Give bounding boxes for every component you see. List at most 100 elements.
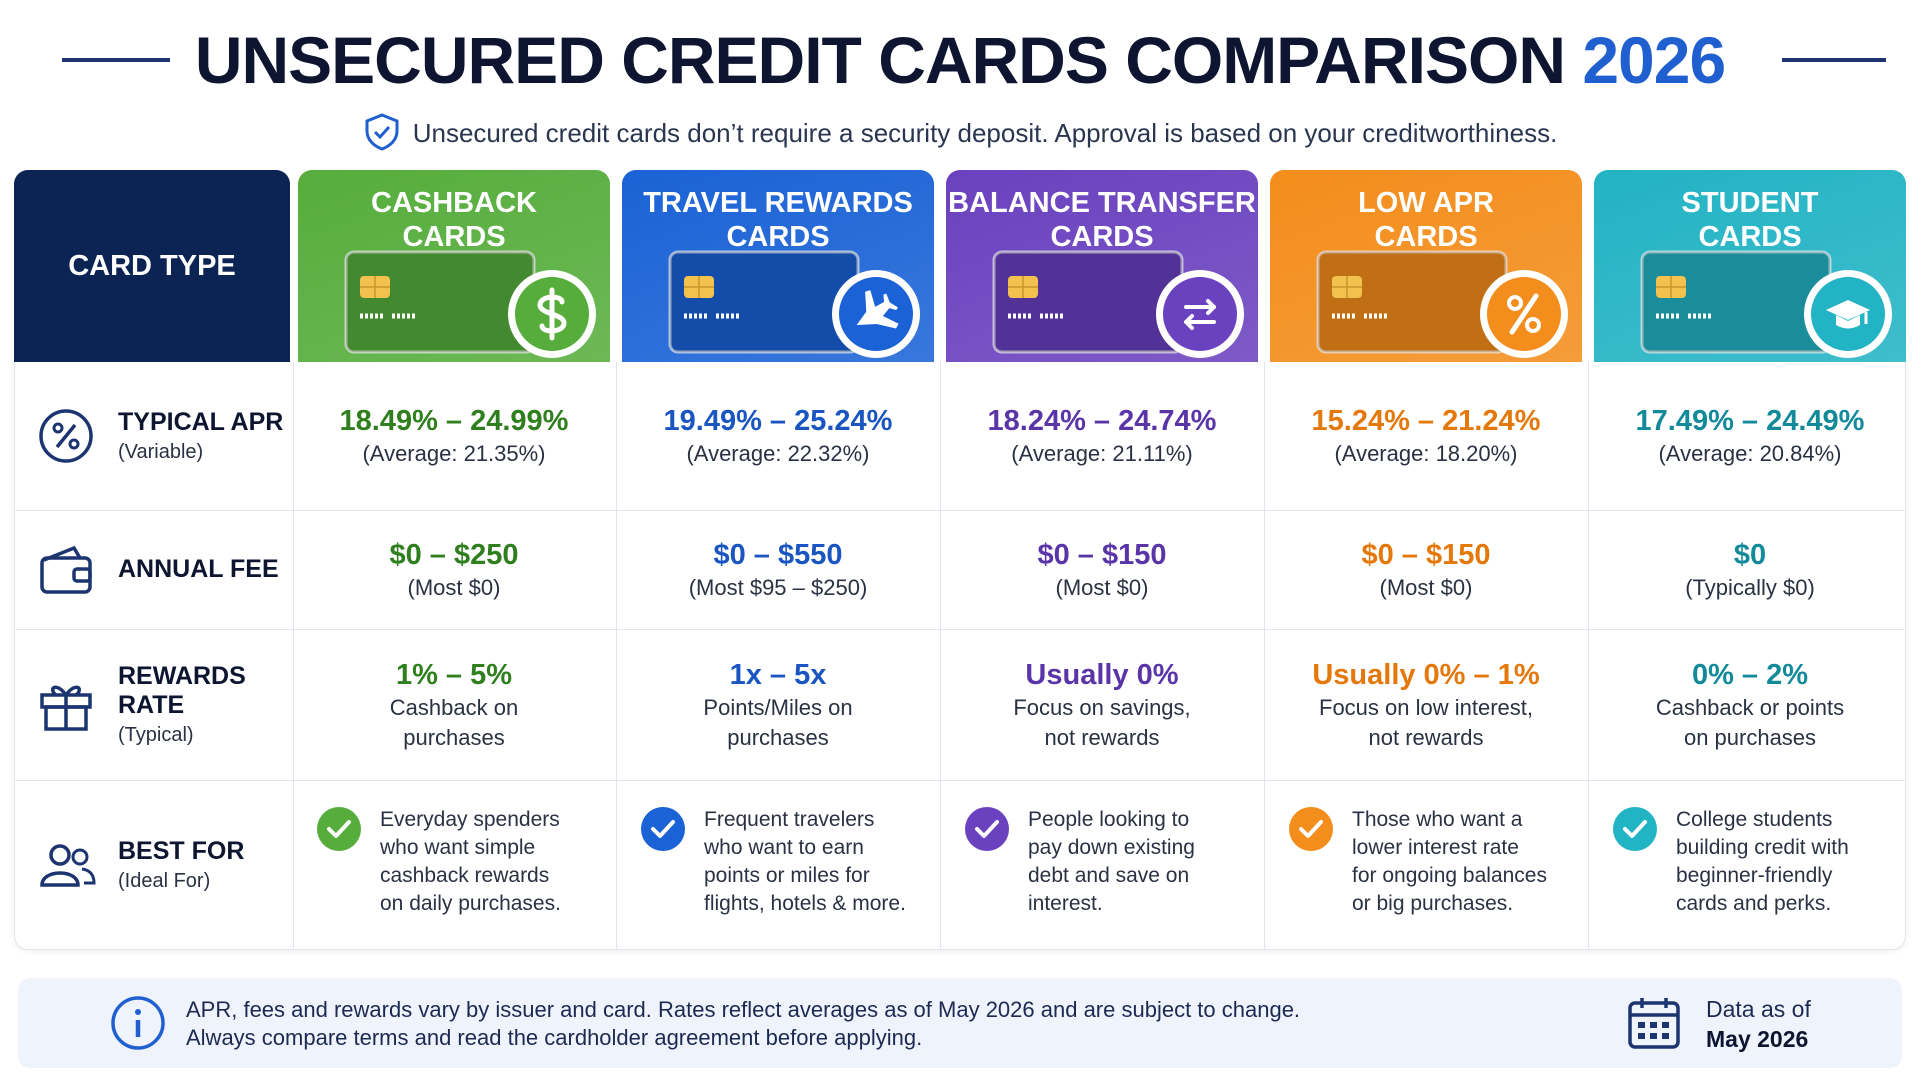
- best-for-line: building credit with: [1676, 836, 1849, 859]
- card-illustration: [344, 250, 596, 358]
- cell-sub: Cashback or points: [1655, 694, 1845, 720]
- cell-sub: (Average: 21.35%): [362, 441, 546, 466]
- row-label: REWARDS RATE: [118, 662, 246, 719]
- cell-sub: not rewards: [1044, 724, 1160, 750]
- best-for-text: Everyday spenders who want simple cashback…: [380, 806, 608, 918]
- row-icon: [40, 545, 92, 594]
- cell-sub: purchases: [727, 724, 829, 750]
- best-for-line: College students: [1676, 808, 1833, 831]
- row-sublabel: (Ideal For): [118, 870, 211, 892]
- col-divider: [1264, 362, 1265, 950]
- column-title: TRAVEL REWARDS: [643, 187, 913, 219]
- cell-sub: (Typically $0): [1685, 574, 1815, 600]
- best-for-line: interest.: [1028, 892, 1103, 915]
- column-header: TRAVEL REWARDS CARDS: [622, 170, 934, 362]
- cell: 19.49% – 25.24% (Average: 22.32%): [622, 362, 934, 510]
- cell-main: 18.49% – 24.99%: [339, 405, 569, 437]
- table-body: [14, 362, 1906, 950]
- calendar-icon: [1628, 998, 1680, 1049]
- cell-sub: purchases: [403, 724, 505, 750]
- row-divider: [14, 510, 1906, 511]
- card-illustration: [1640, 250, 1892, 358]
- cell: $0 – $150 (Most $0): [1270, 510, 1582, 629]
- cell-sub: Focus on low interest,: [1319, 694, 1533, 720]
- column-header: LOW APR CARDS: [1270, 170, 1582, 362]
- best-for-line: who want to earn: [704, 836, 864, 859]
- title: UNSECURED CREDIT CARDS COMPARISON 2026: [0, 22, 1920, 98]
- subtitle-row: Unsecured credit cards don’t require a s…: [0, 112, 1920, 152]
- footer-note-line: Always compare terms and read the cardho…: [186, 1025, 923, 1050]
- column-header: CASHBACK CARDS: [298, 170, 610, 362]
- row-label: ANNUAL FEE: [118, 555, 279, 583]
- best-for-line: debt and save on: [1028, 864, 1190, 887]
- cell-main: Usually 0%: [1025, 658, 1179, 691]
- check-icon: [965, 807, 1009, 851]
- row-label-block: REWARDS RATE (Typical): [118, 629, 288, 780]
- best-for-line: Everyday spenders: [380, 808, 560, 831]
- best-for-text: Those who want a lower interest rate for o…: [1352, 806, 1580, 918]
- row-label: BEST FOR: [118, 837, 245, 865]
- card-illustration: [1316, 250, 1568, 358]
- title-text: UNSECURED CREDIT CARDS COMPARISON: [194, 23, 1566, 97]
- cell: 1x – 5x Points/Miles on purchases: [622, 629, 934, 780]
- cell-main: $0 – $250: [389, 538, 519, 571]
- best-for-line: who want simple: [380, 836, 536, 859]
- cell: Usually 0% Focus on savings, not rewards: [946, 629, 1258, 780]
- title-rule: [62, 58, 170, 62]
- best-for-line: Those who want a: [1352, 808, 1523, 831]
- title-rule: [1782, 58, 1886, 62]
- row-divider: [14, 629, 1906, 630]
- row-label-block: ANNUAL FEE: [118, 510, 288, 629]
- cell-sub: (Average: 21.11%): [1011, 441, 1193, 466]
- title-year: 2026: [1582, 23, 1726, 97]
- cell: $0 – $250 (Most $0): [298, 510, 610, 629]
- footer-note: APR, fees and rewards vary by issuer and…: [186, 996, 1300, 1052]
- footer: APR, fees and rewards vary by issuer and…: [18, 978, 1902, 1068]
- col-divider: [293, 362, 294, 950]
- cell-sub: (Average: 18.20%): [1334, 441, 1518, 466]
- row-label-block: BEST FOR (Ideal For): [118, 780, 288, 950]
- footer-note-line: APR, fees and rewards vary by issuer and…: [186, 997, 1301, 1022]
- best-for-line: beginner-friendly: [1676, 864, 1833, 887]
- cell-main: $0: [1733, 538, 1767, 571]
- check-icon: [641, 807, 685, 851]
- cell: 18.24% – 24.74% (Average: 21.11%): [946, 362, 1258, 510]
- best-for-line: flights, hotels & more.: [704, 892, 906, 915]
- cell-main: 17.49% – 24.49%: [1635, 405, 1865, 437]
- cell-sub: not rewards: [1368, 724, 1484, 750]
- cell-main: $0 – $550: [713, 538, 843, 571]
- cell: $0 – $150 (Most $0): [946, 510, 1258, 629]
- best-for-line: on daily purchases.: [380, 892, 561, 915]
- check-icon: [1613, 807, 1657, 851]
- corner-cell: CARD TYPE: [14, 170, 290, 362]
- cell-sub: (Most $95 – $250): [688, 574, 868, 600]
- column-title: BALANCE TRANSFER: [948, 187, 1256, 219]
- cell: 18.49% – 24.99% (Average: 21.35%): [298, 362, 610, 510]
- column-header: STUDENT CARDS: [1594, 170, 1906, 362]
- subtitle: Unsecured credit cards don’t require a s…: [412, 118, 1558, 148]
- card-illustration: [668, 250, 920, 358]
- row-sublabel: (Variable): [118, 441, 204, 463]
- cell-main: 15.24% – 21.24%: [1311, 405, 1541, 437]
- column-title: STUDENT: [1681, 187, 1819, 219]
- best-for-line: cards and perks.: [1676, 892, 1832, 915]
- best-for-line: for ongoing balances: [1352, 864, 1547, 887]
- check-icon: [317, 807, 361, 851]
- best-for-text: People looking to pay down existing debt a…: [1028, 806, 1256, 918]
- cell: 15.24% – 21.24% (Average: 18.20%): [1270, 362, 1582, 510]
- cell-sub: Points/Miles on: [703, 694, 853, 720]
- best-for-line: pay down existing: [1028, 836, 1195, 859]
- cell-sub: Cashback on: [389, 694, 519, 720]
- cell-sub: (Most $0): [407, 574, 501, 600]
- data-as-of: Data as of May 2026: [1706, 994, 1811, 1054]
- row-divider: [14, 780, 1906, 781]
- data-as-of-line: May 2026: [1706, 1026, 1809, 1052]
- cell-sub: (Most $0): [1379, 574, 1473, 600]
- col-divider: [1588, 362, 1589, 950]
- row-sublabel: (Typical): [118, 724, 194, 746]
- best-for-line: or big purchases.: [1352, 892, 1514, 915]
- column-title: CARDS: [1050, 221, 1154, 253]
- cell-main: 0% – 2%: [1691, 658, 1809, 691]
- column-title: CARDS: [1698, 221, 1802, 253]
